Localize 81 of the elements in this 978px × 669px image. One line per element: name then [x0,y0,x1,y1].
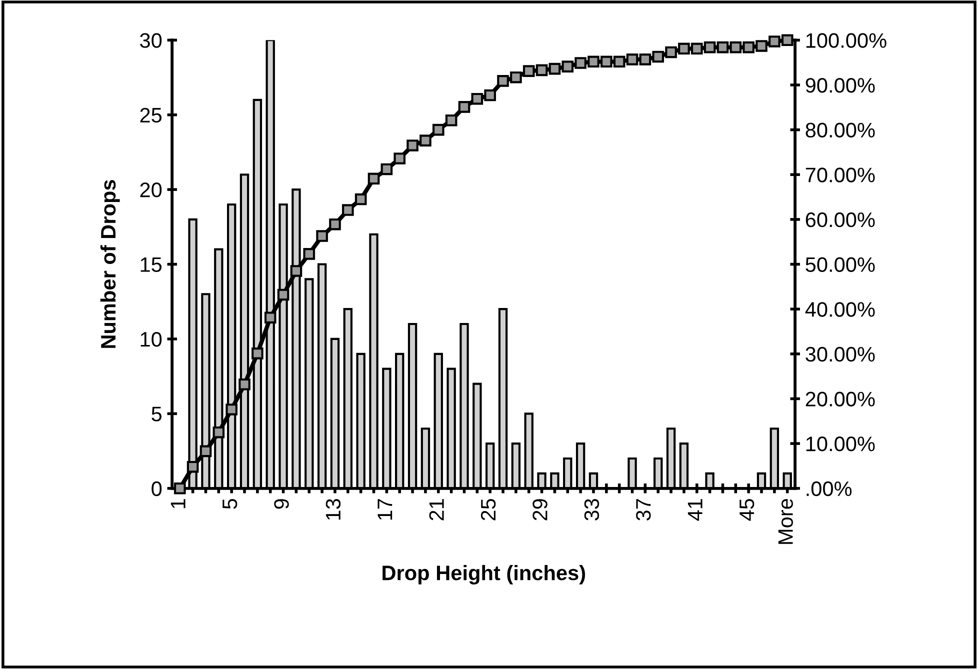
point [716,41,729,54]
point [277,288,290,301]
point [329,218,341,230]
x-tick-label: 21 [429,499,444,520]
point [522,65,535,77]
point [626,54,638,66]
point [730,41,742,54]
y2-tick-label: 80.00% [806,122,875,138]
point [690,42,703,55]
x-tick-label: More [778,499,793,544]
point [420,134,432,146]
y-tick-label: 0 [152,481,162,496]
point [756,40,768,52]
point [562,60,574,72]
y2-tick-label: 10.00% [806,436,875,452]
x-tick-label: 17 [378,499,392,520]
point [354,193,367,206]
point [548,62,561,75]
point [186,460,199,473]
point [652,50,664,63]
y-tick-label: 10 [140,332,162,347]
y2-tick-label: 20.00% [806,392,875,406]
point [252,348,264,360]
point [380,163,393,176]
y2-tick-label: 100.00% [806,33,886,48]
y-tick-label: 20 [140,182,162,198]
y2-tick-label: 60.00% [806,212,875,228]
point [704,41,716,54]
y2-tick-label: 70.00% [806,168,875,182]
y-axis-title: Number of Drops [100,180,120,348]
point [574,57,586,69]
x-tick-label: 33 [584,499,600,520]
x-tick-label: 29 [532,499,548,520]
point [238,378,250,390]
point [588,56,600,68]
y-tick-label: 25 [140,108,162,123]
x-tick-label: 37 [636,499,651,520]
point [471,92,484,105]
point [432,124,444,136]
x-tick-label: 45 [740,498,754,521]
point [226,404,238,416]
y2-tick-label: 40.00% [805,302,875,317]
point [264,312,276,324]
point [342,204,354,216]
point [212,426,225,438]
x-tick-label: 25 [480,498,496,520]
point [613,56,626,68]
point [394,152,406,164]
x-axis-title: Drop Height (inches) [382,565,586,585]
point [510,71,522,84]
point [458,101,470,113]
point [678,42,690,55]
point [406,140,418,152]
y-tick-label: 15 [140,257,162,272]
x-tick-label: 5 [222,498,238,509]
point [781,34,794,46]
point [174,482,186,494]
point [497,75,509,87]
point [665,46,677,58]
point [368,172,380,185]
point [200,445,212,458]
x-tick-label: 1 [170,499,186,508]
x-tick-label: 9 [274,499,289,509]
x-tick-label: 41 [688,499,702,521]
y2-tick-label: 50.00% [806,257,875,272]
point [290,265,302,277]
y-tick-label: 30 [140,33,162,48]
point [536,64,548,76]
point [316,230,328,242]
point [639,54,652,66]
point [600,56,612,68]
point [742,41,754,54]
y2-tick-label: 30.00% [806,346,875,362]
x-tick-label: 13 [326,499,341,520]
y-tick-label: 5 [152,406,162,422]
point [303,248,316,260]
y2-tick-label: .00% [806,481,852,496]
point [484,89,496,102]
point [445,114,458,126]
y2-tick-label: 90.00% [806,78,875,93]
point [768,36,780,48]
